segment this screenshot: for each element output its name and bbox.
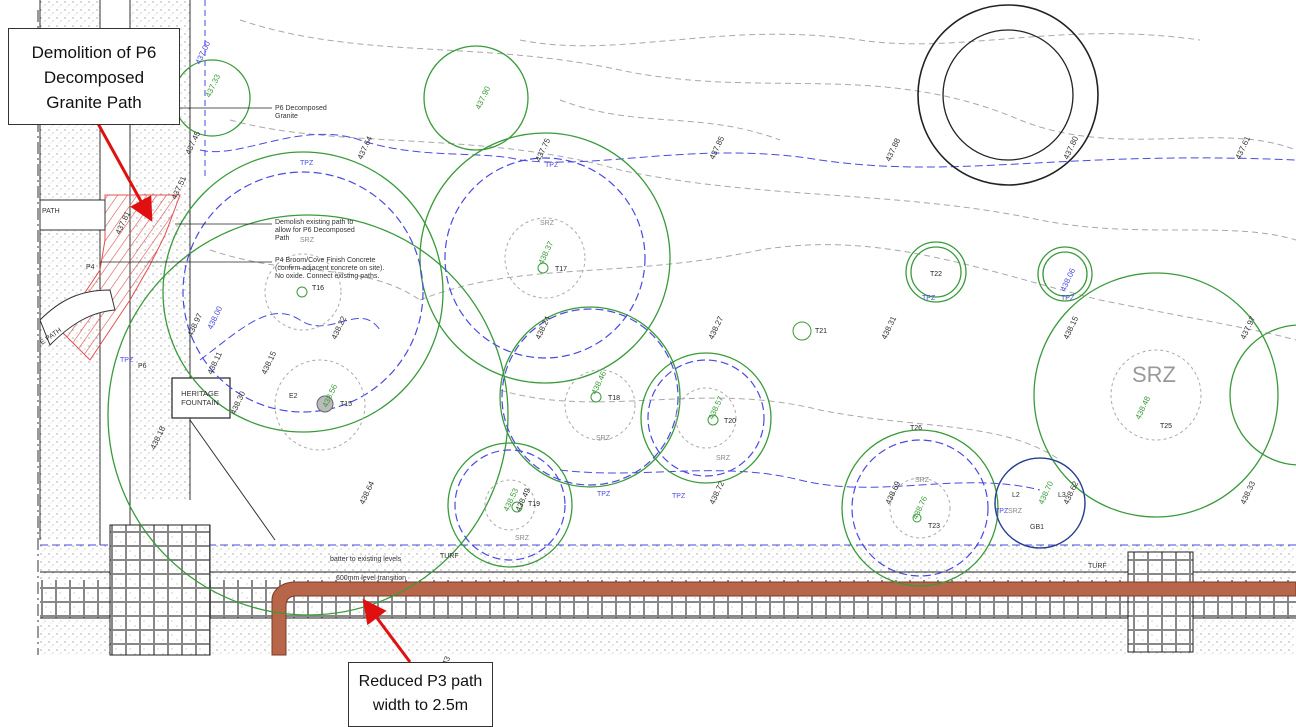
label-gb1: GB1	[1030, 524, 1044, 531]
svg-text:SRZ: SRZ	[716, 455, 731, 462]
svg-text:438.31: 438.31	[880, 314, 899, 340]
svg-text:T15: T15	[340, 401, 352, 408]
svg-text:SRZ: SRZ	[515, 535, 530, 542]
label-p6: P6	[138, 363, 147, 370]
svg-text:438.76: 438.76	[911, 494, 930, 520]
svg-text:SRZ: SRZ	[596, 435, 611, 442]
callout-line: Decomposed	[43, 68, 145, 87]
svg-text:438.33: 438.33	[1239, 479, 1258, 505]
svg-text:T17: T17	[555, 266, 567, 273]
label-turf-right: TURF	[1088, 563, 1107, 570]
svg-text:T25: T25	[1160, 423, 1172, 430]
note-p6: P6 Decomposed Granite	[275, 105, 327, 120]
note-transition: 600mm level transition	[336, 575, 406, 582]
svg-text:T16: T16	[312, 285, 324, 292]
label-e2: E2	[289, 393, 298, 400]
svg-text:437.00: 437.00	[194, 39, 213, 65]
svg-text:438.00: 438.00	[206, 304, 225, 330]
tree-canopies	[107, 45, 1296, 616]
svg-text:TPZ: TPZ	[300, 160, 314, 167]
label-l2: L2	[1012, 492, 1020, 499]
callout-line: Demolition of P6	[31, 43, 157, 62]
svg-text:437.88: 437.88	[884, 136, 903, 162]
svg-text:438.06: 438.06	[1059, 266, 1078, 292]
callout-line: width to 2.5m	[372, 697, 469, 714]
label-p4: P4	[86, 264, 95, 271]
svg-text:438.56: 438.56	[321, 382, 340, 408]
callout-demolition-p6: Demolition of P6 Decomposed Granite Path	[8, 28, 180, 125]
svg-text:TPZ: TPZ	[995, 508, 1009, 515]
svg-text:438.24: 438.24	[534, 314, 553, 340]
svg-text:T26: T26	[910, 425, 922, 432]
svg-text:T18: T18	[608, 395, 620, 402]
svg-text:437.85: 437.85	[708, 134, 727, 160]
svg-text:TPZ: TPZ	[922, 295, 936, 302]
svg-text:438.64: 438.64	[358, 479, 377, 505]
svg-text:437.90: 437.90	[474, 84, 493, 110]
label-turf: TURF	[440, 553, 459, 560]
svg-text:437.33: 437.33	[204, 72, 223, 98]
svg-text:TPZ: TPZ	[597, 491, 611, 498]
note-demolish: Demolish existing path to allow for P6 De…	[275, 219, 355, 242]
svg-text:438.15: 438.15	[1062, 314, 1081, 340]
svg-text:T21: T21	[815, 328, 827, 335]
svg-text:438.48: 438.48	[1134, 394, 1153, 420]
callout-line: Reduced P3 path	[358, 673, 483, 690]
svg-text:TPZ: TPZ	[1061, 295, 1075, 302]
svg-text:TPZ: TPZ	[545, 162, 559, 169]
svg-text:438.27: 438.27	[707, 314, 726, 340]
label-l3: L3	[1058, 492, 1066, 499]
svg-text:438.15: 438.15	[260, 349, 279, 375]
svg-text:438.69: 438.69	[884, 479, 903, 505]
svg-text:SRZ: SRZ	[1008, 508, 1023, 515]
svg-text:438.30: 438.30	[229, 389, 248, 415]
note-batter: batter to existing levels	[330, 556, 402, 563]
note-p4: P4 Broom/Cove Finish Concrete (confirm ad…	[275, 257, 384, 280]
callout-reduced-p3-path: Reduced P3 path width to 2.5m	[348, 662, 493, 727]
svg-text:437.61: 437.61	[1234, 134, 1253, 160]
svg-text:438.22: 438.22	[330, 314, 349, 340]
svg-text:T20: T20	[724, 418, 736, 425]
svg-text:437.75: 437.75	[534, 136, 553, 162]
svg-text:437.80: 437.80	[1062, 134, 1081, 160]
svg-text:TPZ: TPZ	[672, 493, 686, 500]
svg-text:T22: T22	[930, 271, 942, 278]
svg-text:SRZ: SRZ	[540, 220, 555, 227]
svg-text:T19: T19	[528, 501, 540, 508]
label-path: PATH	[42, 208, 60, 215]
svg-text:T23: T23	[928, 523, 940, 530]
callout-line: Granite Path	[46, 93, 142, 112]
svg-text:438.11: 438.11	[206, 350, 224, 376]
svg-text:TPZ: TPZ	[120, 357, 134, 364]
svg-text:SRZ: SRZ	[915, 477, 930, 484]
svg-text:438.70: 438.70	[1037, 479, 1056, 505]
svg-text:438.37: 438.37	[537, 239, 556, 265]
svg-text:SRZ: SRZ	[300, 237, 315, 244]
label-fountain: HERITAGE FOUNTAIN	[181, 389, 219, 407]
contour-lines	[209, 19, 1296, 461]
label-srz-large: SRZ	[1132, 362, 1176, 387]
